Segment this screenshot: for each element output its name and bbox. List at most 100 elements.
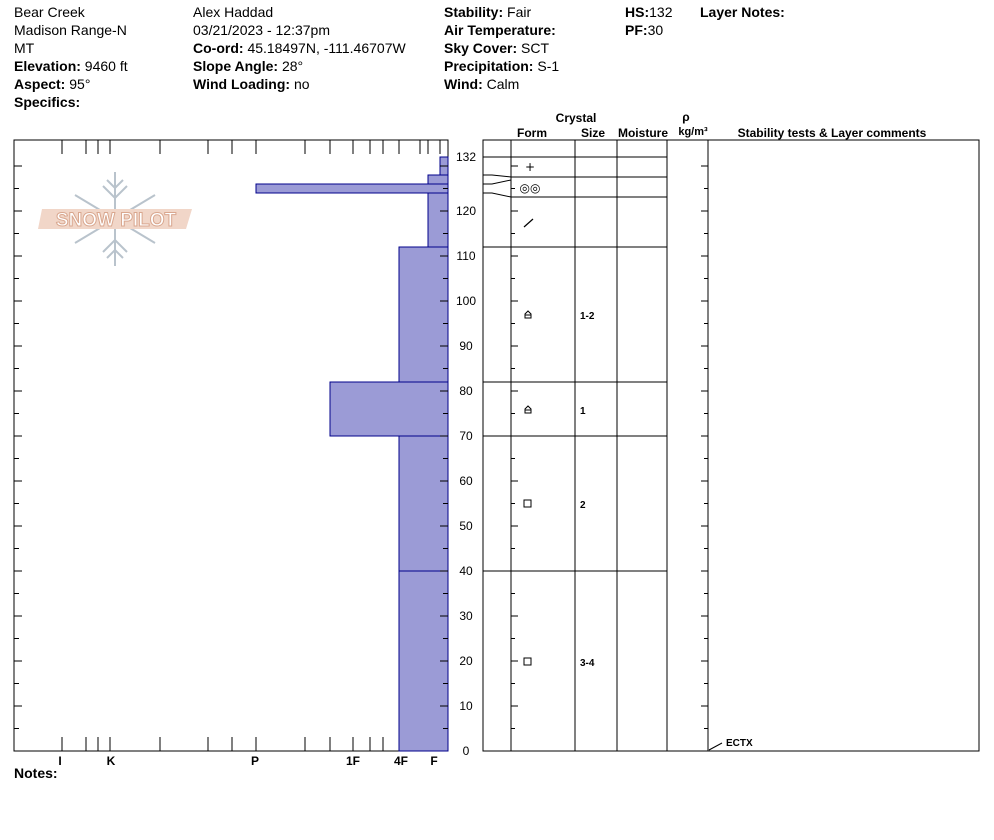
pf-value: 30 xyxy=(647,22,664,38)
hardness-scale: I K P 1F 4F F xyxy=(58,754,437,768)
aspect-label: Aspect: xyxy=(14,76,66,92)
coord-value: 45.18497N, -111.46707W xyxy=(247,40,406,56)
sky-row: Sky Cover: SCT xyxy=(444,39,559,57)
hardness-bar-3 xyxy=(427,192,449,248)
hardness-bar-7 xyxy=(398,570,449,752)
coord-row: Co-ord: 45.18497N, -111.46707W xyxy=(193,39,406,57)
table-ticks: + ◎◎ 1-2 1 2 3-4 xyxy=(511,160,708,729)
moisture-header: Moisture xyxy=(618,126,668,140)
depth-label-7: 70 xyxy=(459,429,473,443)
precip-label: Precipitation: xyxy=(444,58,534,74)
grain-size-5: 2 xyxy=(580,500,586,511)
hardness-ticks xyxy=(61,140,441,751)
depth-label-5: 50 xyxy=(459,519,473,533)
depth-label-9: 90 xyxy=(459,339,473,353)
snowpilot-logo: SNOW PILOT xyxy=(38,172,192,266)
elevation-value: 9460 ft xyxy=(84,58,128,74)
layer-notes-header: Layer Notes: xyxy=(700,3,785,21)
pf-row: PF:30 xyxy=(625,21,672,39)
hs-value: 132 xyxy=(649,4,673,20)
observation-datetime: 03/21/2023 - 12:37pm xyxy=(193,22,330,38)
hardness-bar-6 xyxy=(398,435,449,572)
depth-label-1: 10 xyxy=(459,699,473,713)
crystal-header: Crystal xyxy=(556,111,597,125)
aspect-value: 95° xyxy=(69,76,91,92)
hardness-label-2: P xyxy=(251,754,259,768)
stability-test-pointer-0 xyxy=(708,742,723,751)
aspect-row: Aspect: 95° xyxy=(14,75,128,93)
grain-size-6: 3-4 xyxy=(580,658,595,669)
header-col-depth: HS:132 PF:30 xyxy=(625,3,672,39)
row-connector-3 xyxy=(483,192,512,198)
row-connector-1 xyxy=(483,174,512,178)
hardness-bar-2 xyxy=(255,183,449,194)
stability-label: Stability: xyxy=(444,4,504,20)
stability-tests-header: Stability tests & Layer comments xyxy=(738,126,927,140)
logo-text: SNOW PILOT xyxy=(56,210,177,231)
depth-label-3: 30 xyxy=(459,609,473,623)
hardness-bars xyxy=(255,156,449,752)
state-name: MT xyxy=(14,40,35,56)
header-col-observer: Alex Haddad 03/21/2023 - 12:37pm Co-ord:… xyxy=(193,3,406,93)
rho-header: ρ xyxy=(682,110,689,124)
hardness-bar-4 xyxy=(398,246,449,383)
layer-table-frame xyxy=(482,139,980,752)
hs-row: HS:132 xyxy=(625,3,672,21)
depth-label-4: 40 xyxy=(459,564,473,578)
wind-loading-label: Wind Loading: xyxy=(193,76,291,92)
sky-value: SCT xyxy=(521,40,550,56)
location-name: Bear Creek xyxy=(14,4,85,20)
form-symbol-5 xyxy=(523,499,532,508)
notes-label: Notes: xyxy=(14,765,58,781)
hardness-label-0: I xyxy=(58,754,61,768)
hardness-label-5: F xyxy=(430,754,437,768)
hardness-label-3: 1F xyxy=(346,754,360,768)
header-col-conditions: Stability: Fair Air Temperature: Sky Cov… xyxy=(444,3,559,93)
table-rows xyxy=(483,156,667,572)
precip-value: S-1 xyxy=(537,58,560,74)
air-temp-row: Air Temperature: xyxy=(444,21,559,39)
slope-label: Slope Angle: xyxy=(193,58,279,74)
stability-value: Fair xyxy=(507,4,532,20)
pf-label: PF: xyxy=(625,22,648,38)
form-symbol-6 xyxy=(523,657,532,666)
depth-label-12: 120 xyxy=(456,204,476,218)
grain-size-4: 1 xyxy=(580,406,586,417)
depth-label-6: 60 xyxy=(459,474,473,488)
depth-label-13: 132 xyxy=(456,150,476,164)
row-connector-2 xyxy=(483,179,512,185)
hardness-label-1: K xyxy=(107,754,116,768)
form-symbol-0: + xyxy=(525,160,535,174)
hardness-frame xyxy=(13,139,449,752)
form-symbol-3 xyxy=(524,310,532,319)
hardness-label-4: 4F xyxy=(394,754,408,768)
size-header: Size xyxy=(581,126,605,140)
wind-row: Wind: Calm xyxy=(444,75,559,93)
form-symbol-4 xyxy=(524,405,532,414)
air-temp-label: Air Temperature: xyxy=(444,22,556,38)
stability-test-label-0: ECTX xyxy=(726,738,753,749)
slope-row: Slope Angle: 28° xyxy=(193,57,406,75)
sky-label: Sky Cover: xyxy=(444,40,518,56)
specifics-row: Specifics: xyxy=(14,93,128,111)
form-symbol-1: ◎◎ xyxy=(520,181,541,195)
table-columns xyxy=(510,140,709,751)
depth-label-11: 110 xyxy=(456,249,475,263)
precip-row: Precipitation: S-1 xyxy=(444,57,559,75)
header-col-site: Bear Creek Madison Range-N MT Elevation:… xyxy=(14,3,128,111)
wind-loading-value: no xyxy=(293,76,310,92)
logo-band xyxy=(38,209,192,229)
depth-label-2: 20 xyxy=(459,654,473,668)
wind-value: Calm xyxy=(486,76,520,92)
notes-row: Notes: xyxy=(14,764,58,782)
stability-tests: ECTX xyxy=(708,738,753,751)
grain-size-3: 1-2 xyxy=(580,311,595,322)
stability-row: Stability: Fair xyxy=(444,3,559,21)
depth-label-10: 100 xyxy=(456,294,476,308)
depth-label-8: 80 xyxy=(459,384,473,398)
form-header: Form xyxy=(517,126,547,140)
specifics-label: Specifics: xyxy=(14,94,81,110)
wind-label: Wind: xyxy=(444,76,483,92)
density-unit-header: kg/m³ xyxy=(678,126,708,138)
